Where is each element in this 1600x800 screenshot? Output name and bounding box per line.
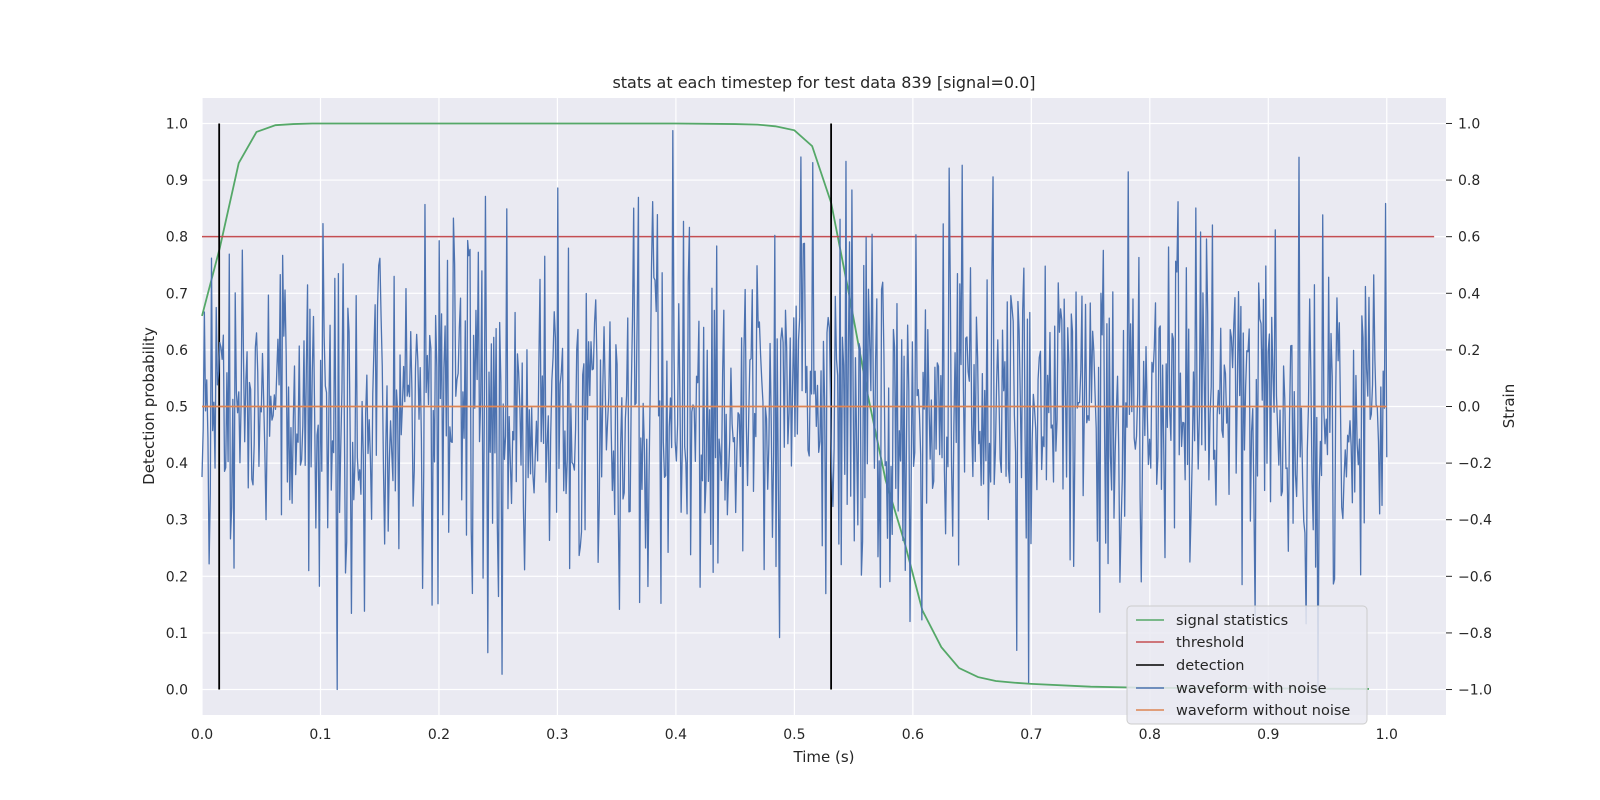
legend-label-waveform-with-noise: waveform with noise	[1176, 681, 1327, 697]
x-tick-label: 0.3	[546, 727, 568, 743]
axes-layer: 0.0 0.1 0.2 0.3 0.4 0.5 0.6 0.7 0.8 0.9 1.0 0.0 0.1 0…	[166, 116, 1492, 743]
legend: signal statistics threshold detection wa…	[1126, 605, 1368, 725]
y-tick-label: 0.6	[166, 343, 188, 359]
x-axis-label: Time (s)	[793, 748, 855, 766]
x-tick-label: 0.0	[191, 727, 213, 743]
y-tick-label: 0.7	[166, 286, 188, 302]
y2-tick-label: −0.4	[1458, 513, 1492, 529]
x-tick-label: 0.7	[1020, 727, 1042, 743]
legend-label-signal-statistics: signal statistics	[1176, 613, 1288, 629]
legend-label-detection: detection	[1176, 658, 1244, 674]
series-layer	[201, 122, 1435, 691]
y-tick-label: 0.5	[166, 400, 188, 416]
y2-tick-label: 1.0	[1458, 116, 1480, 132]
x-tick-label: 0.2	[428, 727, 450, 743]
y2-axis-label: Strain	[1500, 384, 1518, 428]
legend-box	[1126, 605, 1368, 725]
y2-tick-label: −0.8	[1458, 626, 1492, 642]
x-tick-label: 0.8	[1139, 727, 1161, 743]
x-tick-label: 0.1	[309, 727, 331, 743]
y-tick-label: 0.8	[166, 230, 188, 246]
y2-tick-label: 0.4	[1458, 286, 1480, 302]
y-tick-label: 0.3	[166, 513, 188, 529]
y2-tick-label: 0.8	[1458, 173, 1480, 189]
y-tick-label: 0.1	[166, 626, 188, 642]
y-axis-label: Detection probability	[140, 327, 158, 485]
y-tick-label: 1.0	[166, 116, 188, 132]
y-tick-label: 0.9	[166, 173, 188, 189]
y2-tick-label: −0.2	[1458, 456, 1492, 472]
x-tick-label: 0.6	[902, 727, 924, 743]
chart-title: stats at each timestep for test data 839…	[612, 73, 1035, 92]
y2-tick-label: −1.0	[1458, 683, 1492, 699]
y2-tick-label: 0.2	[1458, 343, 1480, 359]
x-tick-label: 0.9	[1257, 727, 1279, 743]
series-waveform-with-noise	[201, 130, 1388, 691]
legend-label-waveform-without-noise: waveform without noise	[1176, 703, 1350, 719]
y2-tick-label: 0.0	[1458, 400, 1480, 416]
y-tick-label: 0.0	[166, 683, 188, 699]
x-tick-label: 0.5	[783, 727, 805, 743]
y-tick-label: 0.2	[166, 569, 188, 585]
y2-tick-label: −0.6	[1458, 569, 1492, 585]
y-tick-label: 0.4	[166, 456, 188, 472]
legend-label-threshold: threshold	[1176, 635, 1244, 651]
x-tick-label: 0.4	[665, 727, 687, 743]
y2-tick-label: 0.6	[1458, 230, 1480, 246]
x-tick-label: 1.0	[1376, 727, 1398, 743]
